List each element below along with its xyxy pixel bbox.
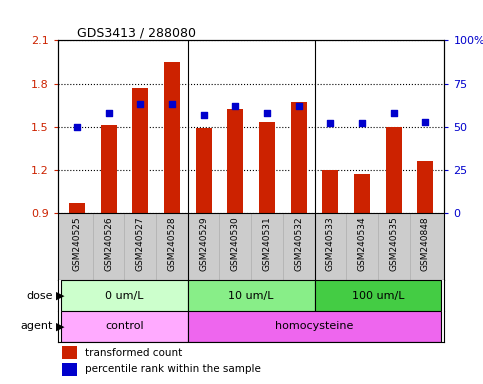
Text: control: control xyxy=(105,321,144,331)
Point xyxy=(422,119,429,125)
Bar xyxy=(62,363,77,376)
Bar xyxy=(354,174,370,213)
Bar xyxy=(314,280,441,311)
Point xyxy=(200,112,208,118)
Bar xyxy=(101,125,116,213)
Text: ▶: ▶ xyxy=(56,321,64,331)
Text: GDS3413 / 288080: GDS3413 / 288080 xyxy=(77,26,196,39)
Point xyxy=(295,103,302,109)
Text: GSM240531: GSM240531 xyxy=(262,217,271,271)
Point xyxy=(231,103,239,109)
Bar xyxy=(259,122,275,213)
Text: 100 um/L: 100 um/L xyxy=(352,291,404,301)
Text: GSM240848: GSM240848 xyxy=(421,217,430,271)
Bar xyxy=(69,203,85,213)
Text: GSM240528: GSM240528 xyxy=(168,217,176,271)
Text: GSM240529: GSM240529 xyxy=(199,217,208,271)
Bar xyxy=(227,109,243,213)
Text: dose: dose xyxy=(27,291,53,301)
Bar xyxy=(188,311,441,342)
Bar xyxy=(164,62,180,213)
Text: transformed count: transformed count xyxy=(85,348,182,358)
Text: 0 um/L: 0 um/L xyxy=(105,291,144,301)
Text: GSM240526: GSM240526 xyxy=(104,217,113,271)
Bar xyxy=(323,170,338,213)
Text: homocysteine: homocysteine xyxy=(275,321,354,331)
Bar xyxy=(132,88,148,213)
Point xyxy=(73,124,81,130)
Point xyxy=(327,120,334,126)
Text: percentile rank within the sample: percentile rank within the sample xyxy=(85,364,261,374)
Bar xyxy=(417,161,433,213)
Bar xyxy=(291,102,307,213)
Bar xyxy=(61,280,188,311)
Point xyxy=(263,110,271,116)
Point xyxy=(168,101,176,107)
Bar xyxy=(188,280,314,311)
Bar xyxy=(386,127,401,213)
Point xyxy=(358,120,366,126)
Text: GSM240527: GSM240527 xyxy=(136,217,145,271)
Text: agent: agent xyxy=(21,321,53,331)
Point xyxy=(136,101,144,107)
Text: GSM240535: GSM240535 xyxy=(389,217,398,271)
Text: ▶: ▶ xyxy=(56,291,64,301)
Point xyxy=(390,110,398,116)
Point xyxy=(105,110,113,116)
Text: GSM240530: GSM240530 xyxy=(231,217,240,271)
Bar xyxy=(61,311,188,342)
Text: GSM240525: GSM240525 xyxy=(72,217,82,271)
Text: GSM240532: GSM240532 xyxy=(294,217,303,271)
Bar xyxy=(196,128,212,213)
Text: 10 um/L: 10 um/L xyxy=(228,291,274,301)
Text: GSM240534: GSM240534 xyxy=(357,217,367,271)
Text: GSM240533: GSM240533 xyxy=(326,217,335,271)
Bar xyxy=(62,346,77,359)
